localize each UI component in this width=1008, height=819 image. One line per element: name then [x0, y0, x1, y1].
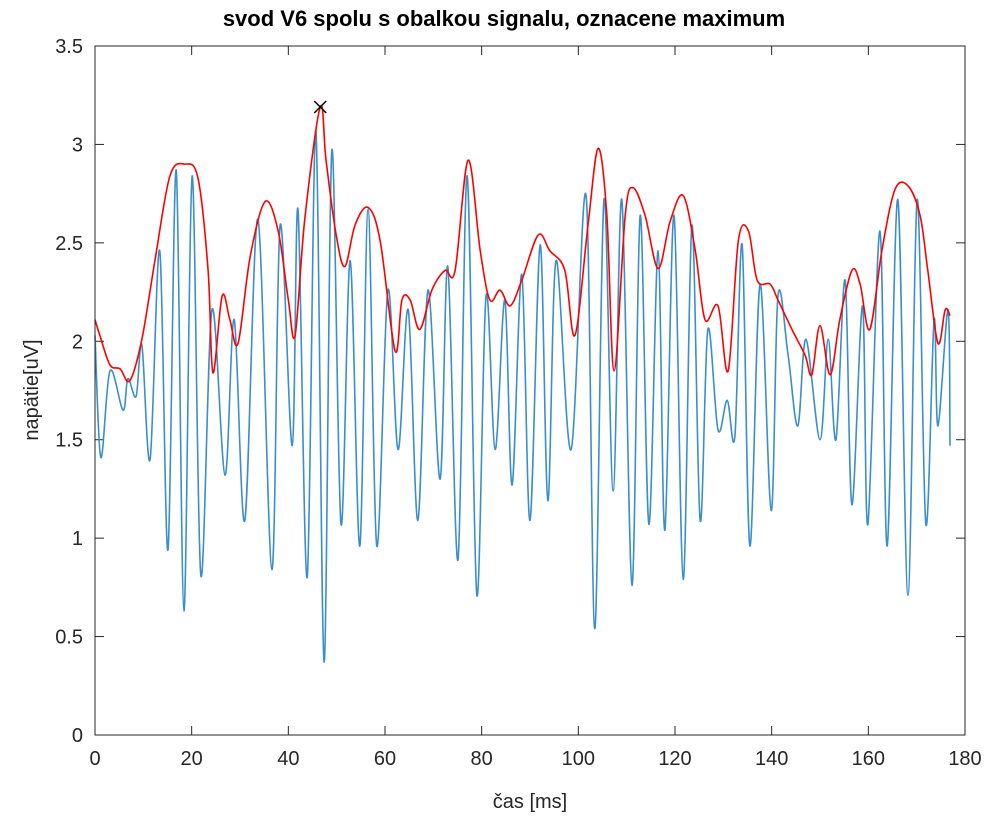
x-axis-label: čas [ms]	[493, 791, 567, 813]
axes-box	[94, 45, 966, 736]
y-tick-label: 3	[72, 134, 83, 156]
x-tick-label: 140	[755, 748, 788, 770]
y-tick-label: 0	[72, 725, 83, 747]
x-tick-label: 40	[277, 748, 299, 770]
x-tick-label: 180	[948, 748, 981, 770]
series-line	[94, 104, 951, 383]
max-marker	[313, 100, 327, 114]
x-tick-label: 80	[471, 748, 493, 770]
y-tick-label: 3.5	[55, 36, 83, 58]
x-tick-label: 20	[181, 748, 203, 770]
x-tick-label: 120	[658, 748, 691, 770]
x-tick-label: 160	[852, 748, 885, 770]
x-tick-label: 60	[374, 748, 396, 770]
y-tick-label: 1	[72, 528, 83, 550]
series-line	[94, 129, 951, 663]
y-tick-label: 1.5	[55, 430, 83, 452]
x-tick-label: 0	[89, 748, 100, 770]
y-axis-label: napätie[uV]	[21, 339, 43, 440]
y-tick-label: 0.5	[55, 627, 83, 649]
y-tick-label: 2.5	[55, 233, 83, 255]
y-tick-label: 2	[72, 331, 83, 353]
chart-title: svod V6 spolu s obalkou signalu, oznacen…	[223, 6, 785, 31]
x-tick-label: 100	[562, 748, 595, 770]
